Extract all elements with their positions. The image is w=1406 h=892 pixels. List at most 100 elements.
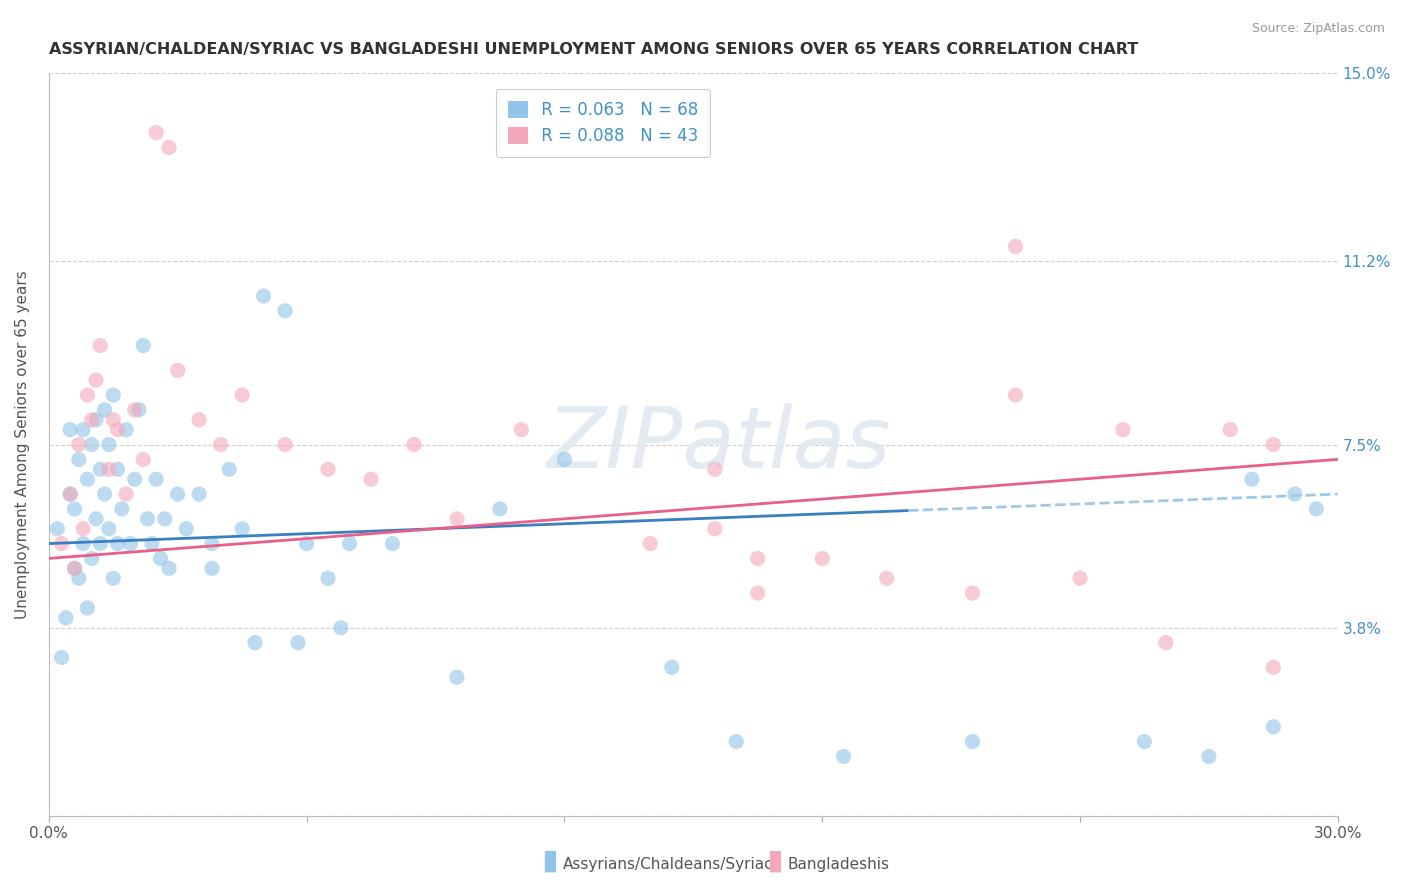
Point: [811, 551, 834, 566]
Text: Source: ZipAtlas.com: Source: ZipAtlas.com: [1251, 22, 1385, 36]
Point: [402, 437, 425, 451]
Point: [201, 536, 224, 550]
Point: [1004, 388, 1026, 402]
Point: [703, 462, 725, 476]
Point: [63, 561, 86, 575]
Point: [80, 551, 103, 566]
Point: [360, 472, 382, 486]
Point: [72, 536, 94, 550]
Point: [218, 462, 240, 476]
Point: [553, 452, 575, 467]
Point: [59, 423, 82, 437]
Point: [446, 512, 468, 526]
Point: [124, 472, 146, 486]
Point: [46, 522, 69, 536]
Point: [661, 660, 683, 674]
Point: [231, 522, 253, 536]
Point: [51, 536, 73, 550]
Point: [89, 338, 111, 352]
Point: [725, 734, 748, 748]
Point: [339, 536, 361, 550]
Point: [89, 536, 111, 550]
Point: [1263, 720, 1285, 734]
Point: [145, 472, 167, 486]
Point: [747, 586, 769, 600]
Point: [1305, 502, 1327, 516]
Point: [510, 423, 533, 437]
Point: [703, 522, 725, 536]
Point: [63, 502, 86, 516]
Point: [67, 437, 90, 451]
Point: [832, 749, 855, 764]
Point: [1154, 635, 1177, 649]
Point: [174, 522, 197, 536]
Point: [93, 403, 115, 417]
Point: [1240, 472, 1263, 486]
Point: [1263, 437, 1285, 451]
Point: [1112, 423, 1135, 437]
Point: [107, 536, 129, 550]
Point: [80, 413, 103, 427]
Text: ZIPatlas: ZIPatlas: [547, 403, 891, 486]
Point: [67, 452, 90, 467]
Point: [72, 423, 94, 437]
Point: [115, 487, 138, 501]
Point: [1069, 571, 1091, 585]
Point: [295, 536, 318, 550]
Point: [55, 611, 77, 625]
Point: [89, 462, 111, 476]
Point: [97, 522, 120, 536]
Point: [111, 502, 134, 516]
Point: [231, 388, 253, 402]
Point: [243, 635, 266, 649]
Point: [59, 487, 82, 501]
Point: [63, 561, 86, 575]
Point: [76, 388, 98, 402]
Point: [59, 487, 82, 501]
Point: [446, 670, 468, 684]
Point: [145, 126, 167, 140]
Point: [103, 388, 125, 402]
Point: [128, 403, 150, 417]
Point: [274, 437, 297, 451]
Point: [115, 423, 138, 437]
Point: [97, 462, 120, 476]
Point: [132, 338, 155, 352]
Point: [640, 536, 662, 550]
Point: [201, 561, 224, 575]
Text: █: █: [544, 851, 555, 872]
Text: ASSYRIAN/CHALDEAN/SYRIAC VS BANGLADESHI UNEMPLOYMENT AMONG SENIORS OVER 65 YEARS: ASSYRIAN/CHALDEAN/SYRIAC VS BANGLADESHI …: [49, 42, 1137, 57]
Point: [141, 536, 163, 550]
Point: [166, 363, 188, 377]
Point: [962, 586, 984, 600]
Text: Bangladeshis: Bangladeshis: [787, 857, 890, 872]
Point: [103, 413, 125, 427]
Point: [188, 487, 211, 501]
Point: [381, 536, 404, 550]
Point: [329, 621, 352, 635]
Point: [1198, 749, 1220, 764]
Point: [876, 571, 898, 585]
Point: [1263, 660, 1285, 674]
Point: [80, 437, 103, 451]
Point: [84, 413, 107, 427]
Legend:  R = 0.063   N = 68,  R = 0.088   N = 43: R = 0.063 N = 68, R = 0.088 N = 43: [496, 89, 710, 157]
Point: [51, 650, 73, 665]
Point: [962, 734, 984, 748]
Point: [316, 571, 339, 585]
Point: [316, 462, 339, 476]
Point: [107, 462, 129, 476]
Point: [149, 551, 172, 566]
Point: [1219, 423, 1241, 437]
Y-axis label: Unemployment Among Seniors over 65 years: Unemployment Among Seniors over 65 years: [15, 270, 30, 619]
Point: [157, 140, 180, 154]
Point: [124, 403, 146, 417]
Point: [153, 512, 176, 526]
Point: [84, 512, 107, 526]
Point: [166, 487, 188, 501]
Point: [157, 561, 180, 575]
Point: [103, 571, 125, 585]
Point: [76, 601, 98, 615]
Point: [67, 571, 90, 585]
Point: [489, 502, 512, 516]
